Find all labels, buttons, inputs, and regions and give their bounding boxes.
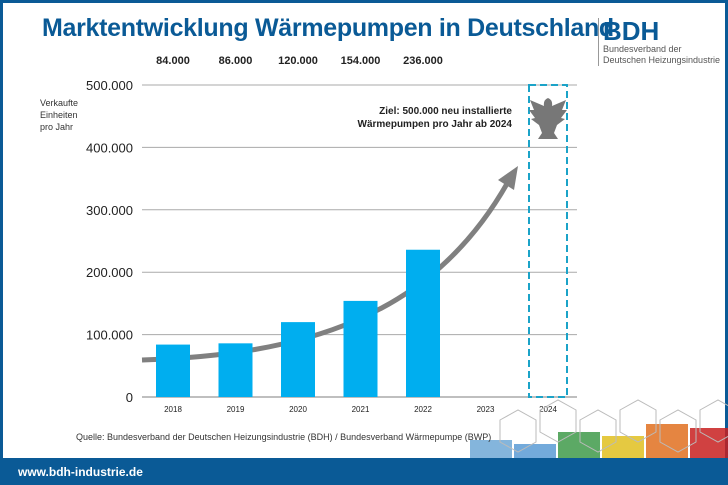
trend-arrow: [141, 180, 511, 363]
website-link[interactable]: www.bdh-industrie.de: [18, 465, 143, 479]
x-tick-label: 2020: [289, 405, 307, 414]
annotation-text: Ziel: 500.000 neu installierte: [379, 106, 512, 117]
bar: [218, 343, 253, 397]
eagle-icon: [529, 98, 567, 139]
bar: [281, 322, 315, 397]
y-tick-label: 400.000: [86, 140, 133, 155]
page-title: Marktentwicklung Wärmepumpen in Deutschl…: [42, 14, 614, 42]
value-label: 120.000: [278, 55, 318, 67]
bdh-logo: BDH Bundesverband der Deutschen Heizungs…: [598, 18, 720, 66]
footer-band: [0, 458, 728, 485]
x-tick-label: 2019: [227, 405, 245, 414]
value-label: 86.000: [219, 55, 253, 67]
x-tick-label: 2022: [414, 405, 432, 414]
logo-line1: Bundesverband der: [603, 44, 682, 54]
source-note: Quelle: Bundesverband der Deutschen Heiz…: [76, 432, 492, 442]
y-tick-label: 500.000: [86, 78, 133, 93]
decorative-cube-outline: [539, 399, 577, 443]
decorative-cube-outline: [659, 409, 697, 453]
arrow-head-icon: [498, 166, 518, 190]
value-label: 154.000: [341, 55, 381, 67]
annotation-text: Wärmepumpen pro Jahr ab 2024: [358, 119, 513, 130]
x-tick-label: 2021: [352, 405, 370, 414]
decorative-cube-outline: [499, 409, 537, 453]
bar: [156, 344, 190, 397]
decorative-cube-outline: [619, 399, 657, 443]
value-label: 84.000: [156, 55, 190, 67]
y-axis-label: pro Jahr: [40, 122, 73, 132]
y-tick-label: 0: [126, 390, 133, 405]
decorative-cube-outline: [699, 399, 728, 443]
decorative-cube-outline: [579, 409, 617, 453]
y-tick-label: 300.000: [86, 203, 133, 218]
x-tick-label: 2018: [164, 405, 182, 414]
bar: [406, 249, 440, 397]
y-tick-label: 100.000: [86, 328, 133, 343]
logo-name: BDH: [603, 16, 660, 46]
y-axis-label: Einheiten: [40, 110, 78, 120]
bar: [343, 300, 378, 397]
target-box: [528, 84, 568, 398]
x-tick-label: 2023: [477, 405, 495, 414]
value-label: 236.000: [403, 55, 443, 67]
logo-line2: Deutschen Heizungsindustrie: [603, 55, 721, 65]
y-tick-label: 200.000: [86, 265, 133, 280]
x-tick-label: 2024: [539, 405, 557, 414]
y-axis-label: Verkaufte: [40, 98, 78, 108]
